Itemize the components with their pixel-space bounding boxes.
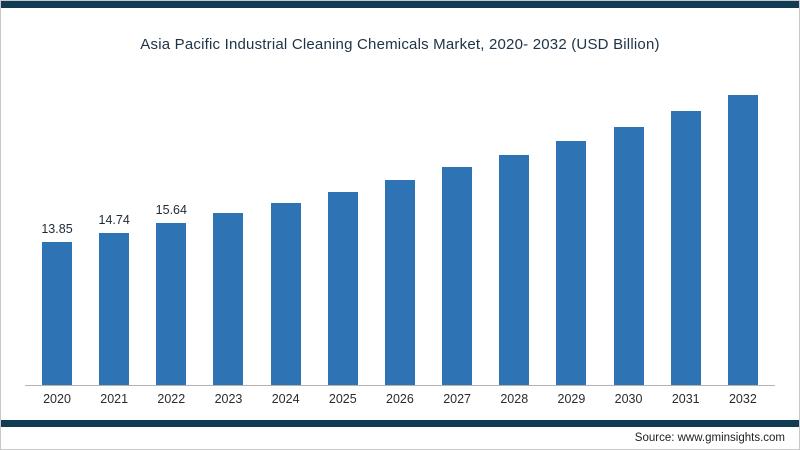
x-axis-label: 2022 xyxy=(157,392,186,406)
bar xyxy=(156,223,187,385)
bar-column xyxy=(601,107,657,385)
bar-column: 13.85 xyxy=(29,222,85,385)
bar xyxy=(670,111,701,385)
source-row: Source: www.gminsights.com xyxy=(1,427,799,449)
bar-column xyxy=(715,75,771,385)
chart-title: Asia Pacific Industrial Cleaning Chemica… xyxy=(140,36,660,53)
chart-container: Asia Pacific Industrial Cleaning Chemica… xyxy=(1,8,799,420)
bar-column xyxy=(658,91,714,385)
x-axis-label: 2030 xyxy=(614,392,643,406)
bar xyxy=(442,167,473,385)
x-axis-label: 2026 xyxy=(386,392,414,406)
bar xyxy=(327,192,358,385)
bar-column xyxy=(258,183,314,385)
bar xyxy=(270,203,301,385)
bar-value-label: 14.74 xyxy=(98,213,130,227)
bar-column: 14.74 xyxy=(86,213,142,385)
x-axis-label: 2020 xyxy=(43,392,71,406)
source-attribution: Source: www.gminsights.com xyxy=(634,432,785,444)
x-axis-label: 2027 xyxy=(443,392,471,406)
x-axis-label: 2024 xyxy=(271,392,300,406)
bar xyxy=(499,155,530,385)
bar xyxy=(384,180,415,385)
bar xyxy=(99,233,130,385)
x-axis-label: 2021 xyxy=(100,392,129,406)
bar-column xyxy=(372,160,428,385)
x-axis-label: 2031 xyxy=(671,392,700,406)
bar xyxy=(556,141,587,385)
bar-column xyxy=(315,172,371,385)
bar-value-label: 15.64 xyxy=(155,203,187,217)
bar-column xyxy=(200,193,256,385)
bottom-frame-bar xyxy=(1,420,799,427)
plot-area: 13.85 14.74 15.64 xyxy=(25,61,775,386)
bar-column xyxy=(486,135,542,385)
bar xyxy=(613,127,644,385)
bar-column: 15.64 xyxy=(143,203,199,385)
bar xyxy=(727,95,758,385)
x-axis-label: 2025 xyxy=(328,392,357,406)
top-frame-bar xyxy=(1,1,799,8)
bar-column xyxy=(543,121,599,385)
bar-column xyxy=(429,147,485,385)
bar xyxy=(42,242,72,385)
x-axis-label: 2029 xyxy=(557,392,586,406)
x-axis: 2020 2021 2022 2023 2024 2025 2026 2027 2028 2029… xyxy=(25,386,775,420)
bar xyxy=(213,213,244,385)
x-axis-label: 2023 xyxy=(214,392,243,406)
x-axis-label: 2032 xyxy=(728,392,757,406)
x-axis-label: 2028 xyxy=(500,392,529,406)
bar-value-label: 13.85 xyxy=(41,222,73,236)
